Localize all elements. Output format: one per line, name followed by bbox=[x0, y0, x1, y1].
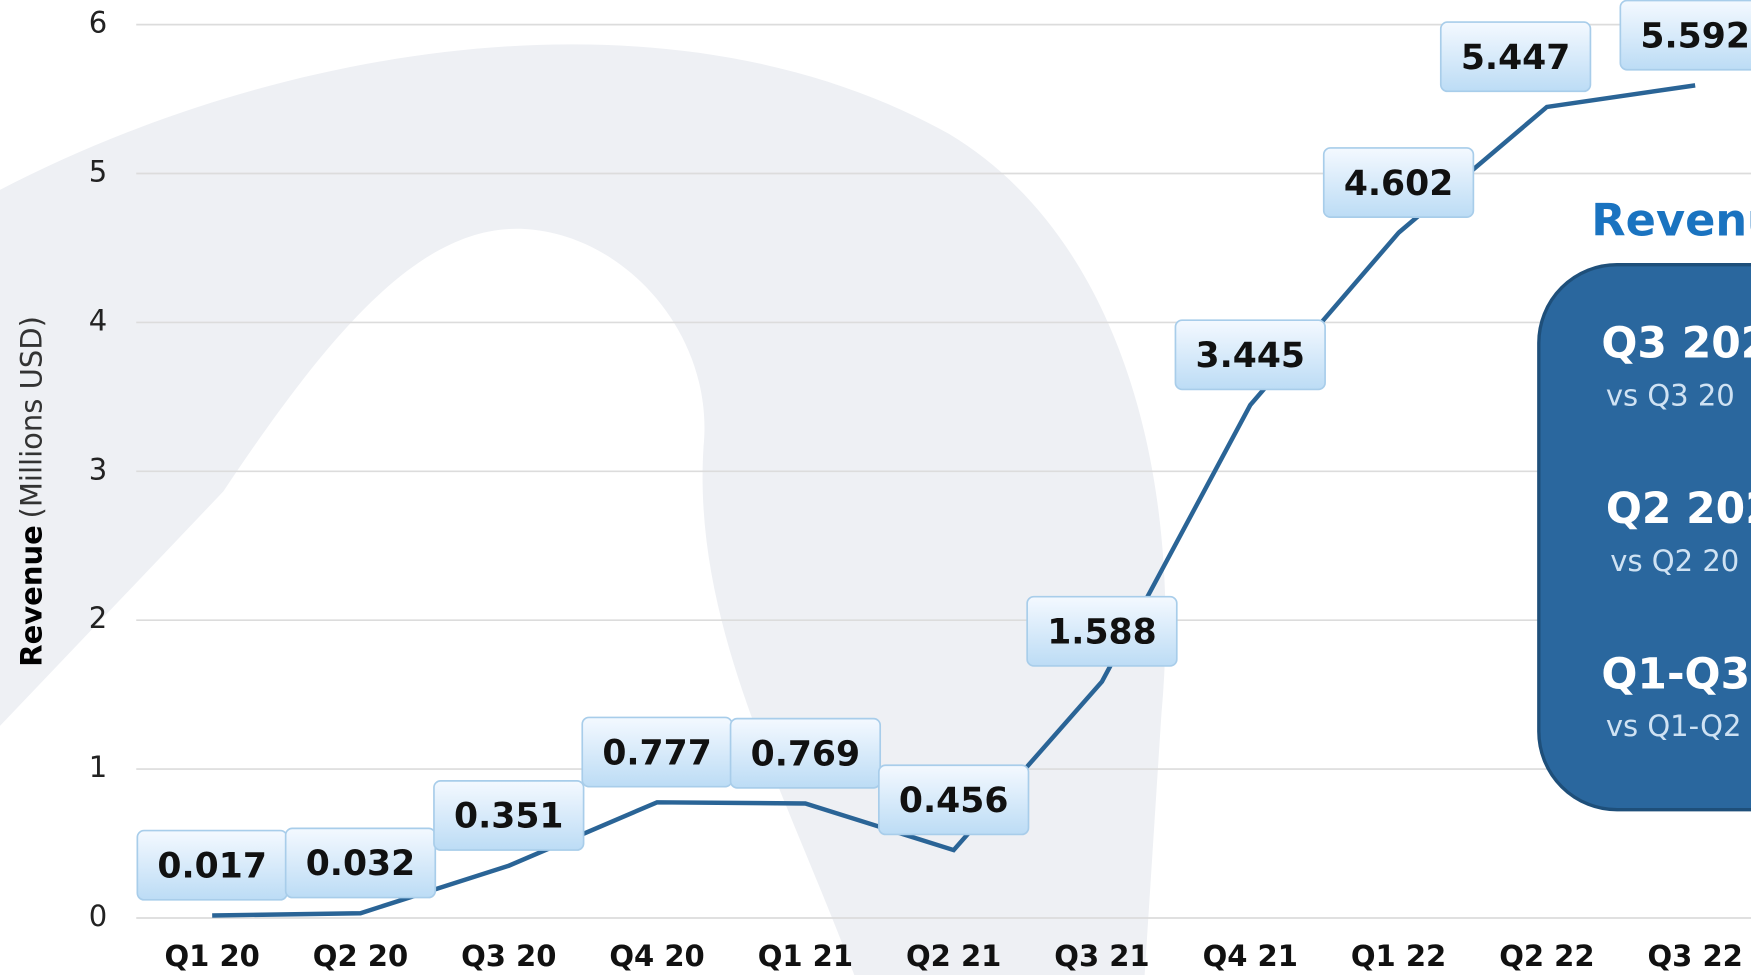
panel-item-head: Q2 202 bbox=[1606, 485, 1751, 534]
value-label: 0.769 bbox=[751, 734, 860, 774]
panel-item-sub: vs Q2 20 bbox=[1610, 544, 1739, 578]
y-tick-label: 3 bbox=[89, 452, 107, 486]
value-label: 4.602 bbox=[1344, 164, 1453, 204]
y-tick-label: 2 bbox=[89, 601, 107, 635]
y-label-bold: Revenue bbox=[15, 525, 49, 667]
chart: Revenue (Millions USD) 0 1 2 3 4 5 6 Q1 20 Q2 20 Q… bbox=[0, 0, 1751, 975]
value-label: 0.032 bbox=[306, 844, 415, 884]
y-label: (Millions USD) bbox=[15, 316, 49, 518]
y-tick-label: 6 bbox=[89, 6, 107, 40]
value-label: 0.351 bbox=[454, 797, 563, 837]
x-tick-label: Q2 20 bbox=[313, 939, 408, 973]
x-tick-label: Q1 22 bbox=[1351, 939, 1446, 973]
x-tick-label: Q4 21 bbox=[1203, 939, 1298, 973]
x-tick-label: Q1 20 bbox=[165, 939, 260, 973]
panel-title: Revenu bbox=[1591, 194, 1751, 246]
x-tick-label: Q3 22 bbox=[1647, 939, 1742, 973]
y-tick-label: 5 bbox=[89, 155, 107, 189]
x-tick-label: Q1 21 bbox=[758, 939, 853, 973]
x-tick-label: Q4 20 bbox=[609, 939, 704, 973]
value-label: 0.777 bbox=[602, 733, 711, 773]
value-label: 0.017 bbox=[157, 846, 266, 886]
y-tick-label: 4 bbox=[89, 303, 107, 337]
y-tick-label: 0 bbox=[89, 899, 107, 933]
x-tick-label: Q3 21 bbox=[1054, 939, 1149, 973]
panel-item-sub: vs Q1-Q2 bbox=[1606, 709, 1742, 743]
value-label: 5.447 bbox=[1461, 38, 1570, 78]
value-label: 1.588 bbox=[1047, 613, 1156, 653]
x-tick-label: Q2 22 bbox=[1499, 939, 1594, 973]
value-label: 5.592 bbox=[1640, 16, 1749, 56]
panel-item-head: Q1-Q3 bbox=[1601, 650, 1750, 699]
panel-item-sub: vs Q3 20 bbox=[1606, 379, 1735, 413]
x-tick-label: Q3 20 bbox=[461, 939, 556, 973]
value-label: 0.456 bbox=[899, 781, 1008, 821]
panel-item-head: Q3 202 bbox=[1601, 320, 1751, 369]
value-label: 3.445 bbox=[1196, 336, 1305, 376]
y-axis-label: Revenue (Millions USD) bbox=[15, 316, 49, 667]
x-tick-label: Q2 21 bbox=[906, 939, 1001, 973]
y-tick-label: 1 bbox=[89, 750, 107, 784]
